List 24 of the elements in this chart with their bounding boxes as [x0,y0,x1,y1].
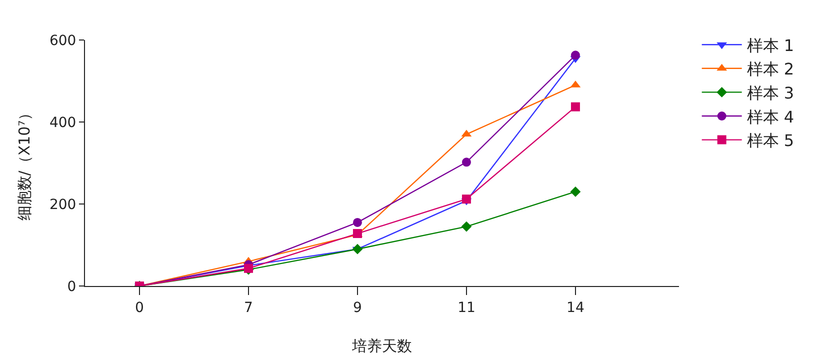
x-tick-label: 14 [566,300,584,316]
x-tick-label: 7 [244,300,253,316]
x-tick-label: 11 [458,300,476,316]
y-tick-label: 400 [49,114,76,131]
point [352,218,362,227]
y-tick-label: 200 [49,196,76,213]
y-tick-label: 0 [67,278,76,295]
legend-label: 样本 3 [746,83,794,102]
point [570,50,580,60]
point [570,102,580,112]
point [461,221,472,232]
legend-label: 样本 2 [746,60,794,79]
y-tick-label: 600 [49,32,76,49]
legend-label: 样本 4 [746,107,794,126]
legend-label: 样本 1 [746,36,794,55]
point [462,158,471,167]
x-tick-label: 9 [353,300,362,316]
point [570,186,581,197]
x-tick-label: 0 [135,300,144,316]
legend-label: 样本 5 [746,131,794,150]
point [352,244,363,254]
x-axis-title: 培养天数 [351,336,412,355]
y-axis-title: 细胞数/（X10⁷） [16,105,34,221]
point [462,194,471,204]
